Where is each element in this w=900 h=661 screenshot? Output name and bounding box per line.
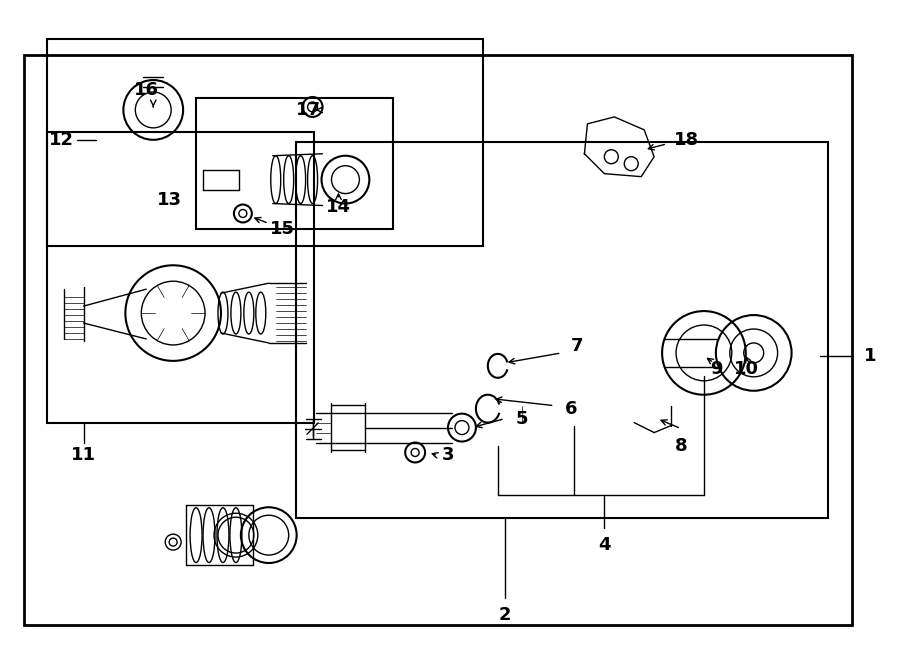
Text: 16: 16 [134, 81, 158, 99]
Bar [296, 142, 828, 518]
Bar [196, 98, 393, 229]
Text: 10: 10 [734, 360, 760, 378]
Text: 15: 15 [270, 220, 295, 239]
Bar [47, 39, 483, 247]
Text: 9: 9 [711, 360, 723, 378]
Text: 1: 1 [864, 347, 877, 365]
Text: 2: 2 [499, 605, 511, 624]
Text: 4: 4 [598, 536, 610, 554]
Text: 13: 13 [157, 190, 182, 209]
Text: 3: 3 [442, 446, 454, 465]
Bar [47, 132, 313, 422]
Bar [23, 55, 852, 625]
Text: 12: 12 [50, 131, 74, 149]
Text: 14: 14 [326, 198, 351, 215]
Text: 11: 11 [71, 446, 96, 465]
Text: 8: 8 [675, 436, 688, 455]
Text: 7: 7 [572, 337, 584, 355]
Text: 17: 17 [296, 101, 321, 119]
Text: 18: 18 [674, 131, 699, 149]
Text: 6: 6 [565, 400, 578, 418]
Text: 5: 5 [516, 410, 528, 428]
